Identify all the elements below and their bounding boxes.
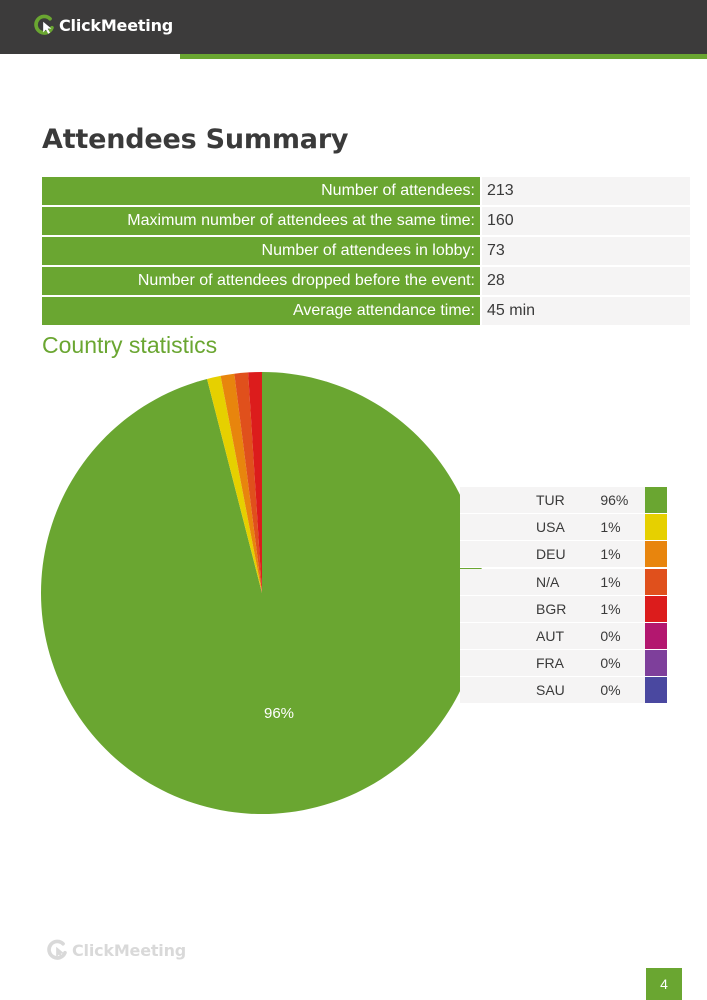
- legend-swatch: [645, 677, 667, 703]
- summary-value: 160: [482, 207, 690, 235]
- legend-row: SAU 0%: [460, 677, 667, 704]
- summary-label: Average attendance time:: [42, 297, 480, 325]
- summary-value: 73: [482, 237, 690, 265]
- legend-row: N/A 1%: [460, 569, 667, 596]
- header-logo-text: ClickMeeting: [59, 16, 173, 35]
- country-statistics-title: Country statistics: [42, 332, 217, 359]
- legend-percent: 1%: [600, 546, 641, 562]
- summary-row: Maximum number of attendees at the same …: [42, 207, 690, 235]
- country-legend: TUR 96% USA 1% DEU 1% N/A 1% BGR 1% AUT …: [460, 487, 667, 705]
- footer-logo-text: ClickMeeting: [72, 941, 186, 960]
- pie-slice-label: 96%: [264, 705, 294, 722]
- footer-logo: ClickMeeting: [47, 939, 186, 961]
- legend-percent: 0%: [600, 655, 641, 671]
- summary-value: 28: [482, 267, 690, 295]
- summary-row: Number of attendees in lobby: 73: [42, 237, 690, 265]
- header-logo: ClickMeeting: [34, 14, 173, 36]
- legend-row: AUT 0%: [460, 623, 667, 650]
- summary-row: Average attendance time: 45 min: [42, 297, 690, 325]
- legend-swatch: [645, 487, 667, 513]
- clickmeeting-logo-icon: [47, 939, 69, 961]
- legend-country: TUR: [460, 492, 600, 508]
- page-number: 4: [646, 968, 682, 1000]
- legend-swatch: [645, 623, 667, 649]
- legend-country: USA: [460, 519, 600, 535]
- summary-label: Number of attendees:: [42, 177, 480, 205]
- legend-swatch: [645, 541, 667, 567]
- country-pie-chart: 96%: [41, 372, 483, 814]
- page-title: Attendees Summary: [42, 124, 348, 155]
- legend-percent: 1%: [600, 574, 641, 590]
- legend-percent: 1%: [600, 519, 641, 535]
- header-accent-bar: [180, 54, 707, 59]
- legend-percent: 1%: [600, 601, 641, 617]
- legend-percent: 0%: [600, 682, 641, 698]
- legend-country: FRA: [460, 655, 600, 671]
- legend-swatch: [645, 650, 667, 676]
- summary-value: 213: [482, 177, 690, 205]
- legend-country: AUT: [460, 628, 600, 644]
- clickmeeting-logo-icon: [34, 14, 56, 36]
- legend-row: TUR 96%: [460, 487, 667, 514]
- summary-row: Number of attendees: 213: [42, 177, 690, 205]
- legend-country: DEU: [460, 546, 600, 562]
- summary-label: Number of attendees dropped before the e…: [42, 267, 480, 295]
- header-bar: ClickMeeting: [0, 0, 707, 54]
- legend-row: DEU 1%: [460, 541, 667, 568]
- summary-label: Number of attendees in lobby:: [42, 237, 480, 265]
- legend-row: BGR 1%: [460, 596, 667, 623]
- legend-percent: 0%: [600, 628, 641, 644]
- legend-country: BGR: [460, 601, 600, 617]
- legend-country: SAU: [460, 682, 600, 698]
- legend-percent: 96%: [600, 492, 641, 508]
- legend-country: N/A: [460, 574, 600, 590]
- attendees-summary-table: Number of attendees: 213 Maximum number …: [42, 177, 690, 327]
- legend-swatch: [645, 514, 667, 540]
- summary-value: 45 min: [482, 297, 690, 325]
- legend-swatch: [645, 596, 667, 622]
- legend-swatch: [645, 569, 667, 595]
- summary-row: Number of attendees dropped before the e…: [42, 267, 690, 295]
- summary-label: Maximum number of attendees at the same …: [42, 207, 480, 235]
- legend-row: FRA 0%: [460, 650, 667, 677]
- legend-row: USA 1%: [460, 514, 667, 541]
